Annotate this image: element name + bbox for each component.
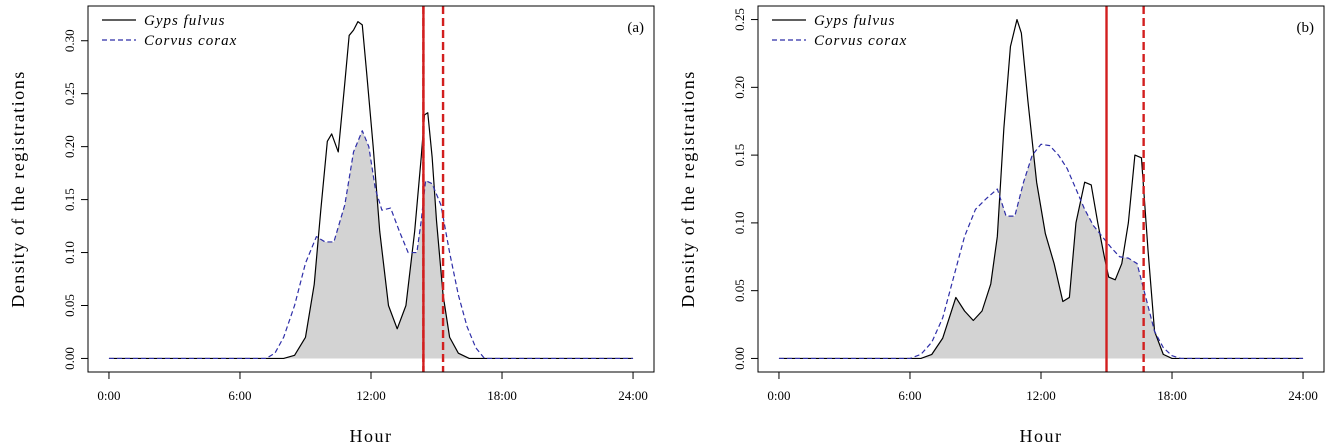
y-tick-label: 0.00 bbox=[732, 347, 747, 370]
y-tick-label: 0.05 bbox=[62, 294, 77, 317]
series-line-gyps-fulvus bbox=[108, 21, 634, 360]
y-tick-label: 0.20 bbox=[62, 135, 77, 158]
x-axis-title: Hour bbox=[350, 426, 393, 446]
legend-label: Gyps fulvus bbox=[144, 13, 225, 29]
y-tick-label: 0.10 bbox=[62, 241, 77, 264]
legend-label: Corvus corax bbox=[144, 33, 237, 49]
x-tick-label: 6:00 bbox=[898, 388, 921, 403]
y-tick-label: 0.30 bbox=[62, 29, 77, 52]
x-tick-label: 12:00 bbox=[1026, 388, 1056, 403]
panel-a: 0:00 6:00 12:00 18:00 24:00 0.00 0.05 0.10 0.15 0… bbox=[8, 5, 655, 446]
x-tick-label: 24:00 bbox=[618, 388, 648, 403]
panel-label: (b) bbox=[1297, 20, 1315, 36]
y-tick-label: 0.15 bbox=[732, 144, 747, 167]
series-line-corvus-corax bbox=[778, 143, 1304, 360]
y-tick-label: 0.05 bbox=[732, 279, 747, 302]
legend-label: Gyps fulvus bbox=[814, 13, 895, 29]
legend: Gyps fulvus Corvus corax bbox=[772, 13, 907, 49]
y-tick-label: 0.25 bbox=[732, 8, 747, 31]
x-tick-label: 0:00 bbox=[767, 388, 790, 403]
y-tick-label: 0.00 bbox=[62, 347, 77, 370]
overlap-area bbox=[108, 130, 634, 359]
y-axis-title: Density of the registrations bbox=[8, 70, 28, 307]
panel-b: 0:00 6:00 12:00 18:00 24:00 0.00 0.05 0.10 0.15 0… bbox=[678, 5, 1325, 446]
y-tick-label: 0.10 bbox=[732, 212, 747, 235]
overlap-area bbox=[778, 153, 1304, 359]
y-tick-label: 0.20 bbox=[732, 76, 747, 99]
x-tick-label: 12:00 bbox=[356, 388, 386, 403]
x-tick-label: 6:00 bbox=[228, 388, 251, 403]
panel-label: (a) bbox=[627, 20, 644, 36]
y-tick-label: 0.15 bbox=[62, 188, 77, 211]
series-line-gyps-fulvus bbox=[778, 18, 1304, 360]
x-tick-label: 0:00 bbox=[97, 388, 120, 403]
x-axis-title: Hour bbox=[1020, 426, 1063, 446]
legend-label: Corvus corax bbox=[814, 33, 907, 49]
legend: Gyps fulvus Corvus corax bbox=[102, 13, 237, 49]
series-line-corvus-corax bbox=[108, 130, 634, 360]
x-tick-label: 18:00 bbox=[487, 388, 517, 403]
x-tick-label: 24:00 bbox=[1288, 388, 1318, 403]
y-axis-title: Density of the registrations bbox=[678, 70, 698, 307]
x-tick-label: 18:00 bbox=[1157, 388, 1187, 403]
y-tick-label: 0.25 bbox=[62, 82, 77, 105]
